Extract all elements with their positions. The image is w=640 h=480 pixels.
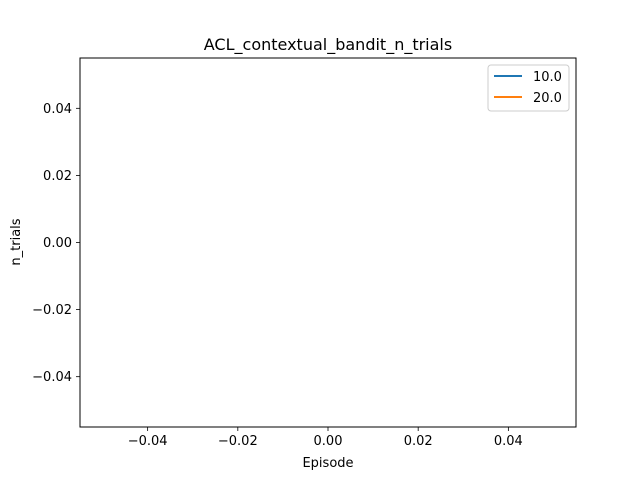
x-axis-ticks: −0.04 −0.02 0.00 0.02 0.04 — [128, 427, 523, 449]
legend-entries: 10.0 20.0 — [494, 70, 562, 106]
y-axis-ticks: −0.04 −0.02 0.00 0.02 0.04 — [32, 102, 80, 385]
y-tick-label: 0.04 — [43, 102, 72, 117]
legend-label: 10.0 — [533, 70, 562, 85]
x-axis-label: Episode — [302, 456, 353, 471]
legend: 10.0 20.0 — [487, 64, 570, 112]
y-tick-label: −0.02 — [32, 303, 72, 318]
x-tick-label: −0.02 — [218, 434, 258, 449]
y-tick-label: −0.04 — [32, 370, 72, 385]
y-tick-label: 0.00 — [43, 236, 72, 251]
legend-label: 20.0 — [533, 91, 562, 106]
x-tick-label: −0.04 — [128, 434, 168, 449]
y-tick-label: 0.02 — [43, 169, 72, 184]
y-axis-label: n_trials — [9, 218, 24, 265]
x-tick-label: 0.04 — [494, 434, 523, 449]
x-tick-label: 0.00 — [314, 434, 343, 449]
chart-title: ACL_contextual_bandit_n_trials — [204, 35, 452, 55]
x-tick-label: 0.02 — [404, 434, 433, 449]
